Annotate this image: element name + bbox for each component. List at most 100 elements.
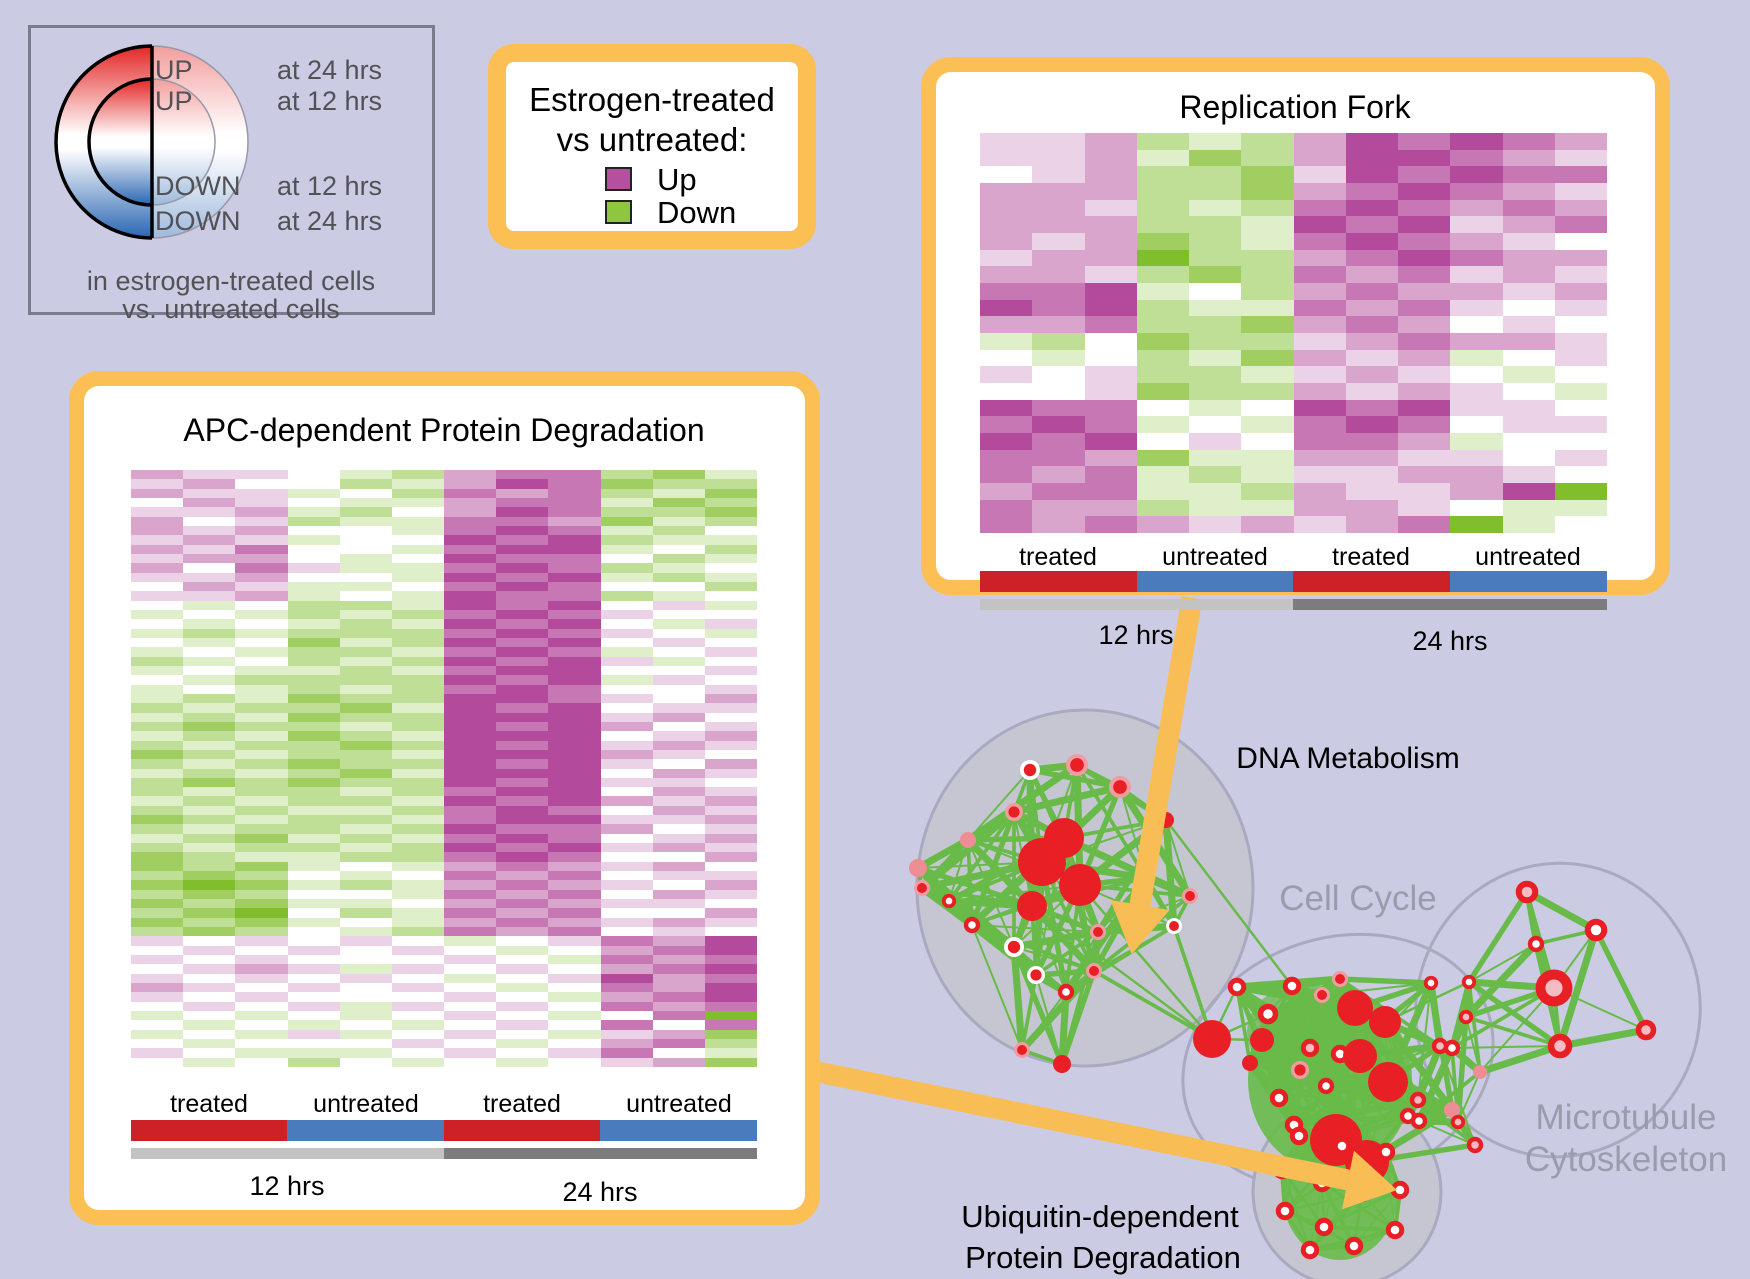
heatmap-cell bbox=[652, 1001, 705, 1012]
heatmap-cell bbox=[183, 609, 236, 620]
heatmap-cell bbox=[235, 675, 288, 685]
heatmap-cell bbox=[1241, 432, 1294, 450]
heatmap-cell bbox=[600, 1011, 653, 1021]
heatmap-cell bbox=[1293, 332, 1346, 350]
heatmap-cell bbox=[235, 843, 288, 853]
heatmap-cell bbox=[652, 983, 705, 993]
heatmap-cell bbox=[1554, 133, 1607, 150]
heatmap-cell bbox=[1554, 216, 1607, 233]
heatmap-cell bbox=[183, 600, 236, 610]
heatmap-cell bbox=[496, 899, 549, 909]
heatmap-cell bbox=[600, 591, 653, 601]
heatmap-cell bbox=[183, 824, 236, 834]
heatmap-cell bbox=[1554, 466, 1607, 483]
heatmap-cell bbox=[183, 721, 236, 732]
heatmap-cell bbox=[980, 499, 1033, 517]
heatmap-cell bbox=[652, 759, 705, 769]
heatmap-cell bbox=[444, 619, 497, 629]
heatmap-cell bbox=[391, 1020, 444, 1030]
heatmap-cell bbox=[652, 749, 705, 760]
heatmap-cell bbox=[235, 609, 288, 620]
heatmap-cell bbox=[391, 684, 444, 694]
heatmap-cell bbox=[1032, 366, 1085, 383]
heatmap-cell bbox=[131, 871, 184, 881]
heatmap-cell bbox=[183, 525, 236, 536]
network-edge bbox=[1467, 979, 1562, 1049]
heatmap-cell bbox=[704, 880, 757, 890]
heatmap-cell bbox=[131, 796, 184, 806]
heatmap-cell bbox=[652, 992, 705, 1002]
gene-node bbox=[1007, 940, 1021, 954]
apc-24hr-label: 24 hrs bbox=[562, 1177, 638, 1207]
heatmap-cell bbox=[1450, 216, 1503, 233]
heatmap-cell bbox=[600, 684, 653, 694]
heatmap-cell bbox=[1136, 216, 1189, 233]
heatmap-cell bbox=[1450, 249, 1503, 267]
heatmap-cell bbox=[548, 693, 601, 704]
heatmap-cell bbox=[1084, 266, 1137, 283]
heatmap-cell bbox=[131, 1057, 184, 1067]
heatmap-cell bbox=[235, 908, 288, 918]
heatmap-cell bbox=[1293, 349, 1346, 367]
heatmap-cell bbox=[548, 824, 601, 834]
heatmap-cell bbox=[496, 796, 549, 806]
heatmap-cell bbox=[600, 899, 653, 909]
heatmap-cell bbox=[391, 983, 444, 993]
heatmap-cell bbox=[1554, 149, 1607, 167]
heatmap-cell bbox=[444, 1057, 497, 1067]
heatmap-cell bbox=[704, 656, 757, 666]
heatmap-cell bbox=[444, 787, 497, 797]
heatmap-cell bbox=[444, 731, 497, 741]
heatmap-cell bbox=[235, 880, 288, 890]
heatmap-cell bbox=[183, 768, 236, 778]
heatmap-cell bbox=[1189, 216, 1242, 233]
heatmap-cell bbox=[444, 609, 497, 620]
heatmap-cell bbox=[548, 488, 601, 498]
heatmap-cell bbox=[496, 973, 549, 984]
heatmap-cell bbox=[183, 777, 236, 788]
heatmap-cell bbox=[496, 525, 549, 536]
heatmap-cell bbox=[131, 516, 184, 526]
gene-node bbox=[1515, 880, 1539, 904]
heatmap-cell bbox=[496, 497, 549, 508]
heatmap-cell bbox=[1554, 416, 1607, 433]
network-edge bbox=[1479, 987, 1555, 1073]
heatmap-cell bbox=[704, 637, 757, 648]
heatmap-cell bbox=[496, 805, 549, 816]
heatmap-cell bbox=[1293, 149, 1346, 167]
heatmap-cell bbox=[391, 544, 444, 554]
heatmap-cell bbox=[980, 299, 1033, 317]
heatmap-cell bbox=[1502, 332, 1555, 350]
network-edge bbox=[1020, 974, 1038, 1051]
heatmap-cell bbox=[235, 805, 288, 816]
heatmap-cell bbox=[131, 1011, 184, 1021]
updown-legend-box bbox=[488, 44, 816, 249]
heatmap-cell bbox=[548, 880, 601, 890]
heatmap-cell bbox=[1241, 182, 1294, 200]
network-edge bbox=[1019, 968, 1097, 1053]
heatmap-cell bbox=[652, 899, 705, 909]
gene-node bbox=[1332, 1136, 1352, 1156]
heatmap-cell bbox=[704, 619, 757, 629]
heatmap-cell bbox=[1398, 332, 1451, 350]
heatmap-cell bbox=[339, 609, 392, 620]
heatmap-cell bbox=[183, 805, 236, 816]
heatmap-cell bbox=[1554, 399, 1607, 417]
heatmap-cell bbox=[444, 740, 497, 750]
heatmap-cell bbox=[600, 815, 653, 825]
gene-node bbox=[1473, 1065, 1487, 1079]
heatmap-cell bbox=[704, 768, 757, 778]
heatmap-cell bbox=[183, 553, 236, 564]
network-edge bbox=[948, 884, 1081, 902]
heatmap-cell bbox=[704, 1020, 757, 1030]
heatmap-cell bbox=[496, 572, 549, 582]
heatmap-cell bbox=[183, 497, 236, 508]
heatmap-cell bbox=[287, 712, 340, 722]
heatmap-cell bbox=[548, 964, 601, 974]
heatmap-cell bbox=[652, 628, 705, 638]
heatmap-cell bbox=[1398, 249, 1451, 267]
heatmap-cell bbox=[1554, 499, 1607, 517]
heatmap-cell bbox=[496, 488, 549, 498]
heatmap-cell bbox=[980, 399, 1033, 417]
heatmap-cell bbox=[287, 1011, 340, 1021]
